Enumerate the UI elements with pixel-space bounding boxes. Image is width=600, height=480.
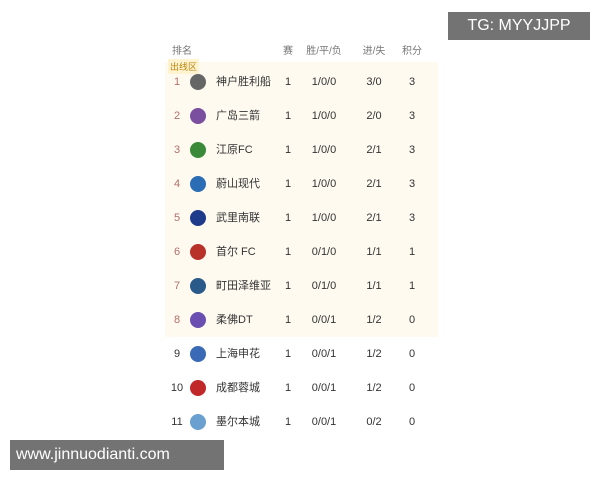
team-name: 町田泽维亚 bbox=[216, 280, 271, 292]
table-row[interactable]: 7 町田泽维亚 1 0/1/0 1/1 1 bbox=[0, 276, 600, 296]
points: 0 bbox=[408, 348, 416, 360]
points: 1 bbox=[408, 280, 416, 292]
team-name: 广岛三箭 bbox=[216, 110, 260, 122]
qualification-zone bbox=[165, 62, 438, 337]
rank: 11 bbox=[171, 416, 183, 428]
win-draw-loss: 1/0/0 bbox=[311, 76, 337, 88]
table-row[interactable]: 10 成都蓉城 1 0/0/1 1/2 0 bbox=[0, 378, 600, 398]
header-points: 积分 bbox=[402, 46, 422, 57]
win-draw-loss: 0/1/0 bbox=[311, 246, 337, 258]
played: 1 bbox=[284, 382, 292, 394]
team-name: 武里南联 bbox=[216, 212, 260, 224]
points: 1 bbox=[408, 246, 416, 258]
played: 1 bbox=[284, 212, 292, 224]
rank: 10 bbox=[170, 382, 184, 394]
table-row[interactable]: 4 蔚山现代 1 1/0/0 2/1 3 bbox=[0, 174, 600, 194]
rank: 5 bbox=[173, 212, 181, 224]
team-logo-icon bbox=[190, 312, 206, 328]
goals: 1/2 bbox=[366, 382, 382, 394]
win-draw-loss: 0/0/1 bbox=[311, 314, 337, 326]
points: 3 bbox=[408, 178, 416, 190]
win-draw-loss: 1/0/0 bbox=[311, 212, 337, 224]
zone-label: 出线区 bbox=[168, 59, 200, 74]
team-logo-icon bbox=[190, 244, 206, 260]
rank: 2 bbox=[173, 110, 181, 122]
goals: 3/0 bbox=[366, 76, 382, 88]
watermark-top: TG: MYYJJPP bbox=[448, 12, 590, 40]
table-row[interactable]: 1 神户胜利船 1 1/0/0 3/0 3 bbox=[0, 72, 600, 92]
rank: 6 bbox=[173, 246, 181, 258]
played: 1 bbox=[284, 416, 292, 428]
played: 1 bbox=[284, 348, 292, 360]
win-draw-loss: 0/0/1 bbox=[311, 348, 337, 360]
team-logo-icon bbox=[190, 346, 206, 362]
team-logo-icon bbox=[190, 414, 206, 430]
rank: 1 bbox=[173, 76, 181, 88]
team-logo-icon bbox=[190, 74, 206, 90]
played: 1 bbox=[284, 178, 292, 190]
rank: 9 bbox=[173, 348, 181, 360]
points: 3 bbox=[408, 212, 416, 224]
table-row[interactable]: 8 柔佛DT 1 0/0/1 1/2 0 bbox=[0, 310, 600, 330]
goals: 2/1 bbox=[366, 178, 382, 190]
team-name: 柔佛DT bbox=[216, 314, 253, 326]
points: 3 bbox=[408, 76, 416, 88]
points: 3 bbox=[408, 144, 416, 156]
points: 3 bbox=[408, 110, 416, 122]
played: 1 bbox=[284, 76, 292, 88]
team-name: 神户胜利船 bbox=[216, 76, 271, 88]
team-logo-icon bbox=[190, 108, 206, 124]
win-draw-loss: 0/1/0 bbox=[311, 280, 337, 292]
team-name: 墨尔本城 bbox=[216, 416, 260, 428]
goals: 2/1 bbox=[366, 144, 382, 156]
team-logo-icon bbox=[190, 176, 206, 192]
team-logo-icon bbox=[190, 278, 206, 294]
rank: 3 bbox=[173, 144, 181, 156]
win-draw-loss: 1/0/0 bbox=[311, 110, 337, 122]
rank: 8 bbox=[173, 314, 181, 326]
rank: 7 bbox=[173, 280, 181, 292]
team-logo-icon bbox=[190, 380, 206, 396]
goals: 1/1 bbox=[366, 246, 382, 258]
points: 0 bbox=[408, 314, 416, 326]
team-logo-icon bbox=[190, 142, 206, 158]
header-goals: 进/失 bbox=[362, 46, 386, 57]
team-name: 蔚山现代 bbox=[216, 178, 260, 190]
points: 0 bbox=[408, 416, 416, 428]
points: 0 bbox=[408, 382, 416, 394]
table-row[interactable]: 2 广岛三箭 1 1/0/0 2/0 3 bbox=[0, 106, 600, 126]
played: 1 bbox=[284, 110, 292, 122]
win-draw-loss: 1/0/0 bbox=[311, 178, 337, 190]
header-rank: 排名 bbox=[172, 46, 192, 57]
table-row[interactable]: 6 首尔 FC 1 0/1/0 1/1 1 bbox=[0, 242, 600, 262]
rank: 4 bbox=[173, 178, 181, 190]
goals: 0/2 bbox=[366, 416, 382, 428]
table-row[interactable]: 5 武里南联 1 1/0/0 2/1 3 bbox=[0, 208, 600, 228]
table-row[interactable]: 11 墨尔本城 1 0/0/1 0/2 0 bbox=[0, 412, 600, 432]
team-logo-icon bbox=[190, 210, 206, 226]
win-draw-loss: 0/0/1 bbox=[311, 382, 337, 394]
team-name: 江原FC bbox=[216, 144, 253, 156]
played: 1 bbox=[284, 144, 292, 156]
win-draw-loss: 1/0/0 bbox=[311, 144, 337, 156]
table-header: 排名 赛 胜/平/负 进/失 积分 bbox=[0, 42, 600, 58]
win-draw-loss: 0/0/1 bbox=[311, 416, 337, 428]
goals: 1/1 bbox=[366, 280, 382, 292]
goals: 1/2 bbox=[366, 314, 382, 326]
watermark-bottom: www.jinnuodianti.com bbox=[10, 440, 224, 470]
header-wdl: 胜/平/负 bbox=[306, 46, 342, 57]
played: 1 bbox=[284, 314, 292, 326]
played: 1 bbox=[284, 280, 292, 292]
played: 1 bbox=[284, 246, 292, 258]
table-row[interactable]: 9 上海申花 1 0/0/1 1/2 0 bbox=[0, 344, 600, 364]
team-name: 首尔 FC bbox=[216, 246, 256, 258]
team-name: 成都蓉城 bbox=[216, 382, 260, 394]
goals: 1/2 bbox=[366, 348, 382, 360]
table-row[interactable]: 3 江原FC 1 1/0/0 2/1 3 bbox=[0, 140, 600, 160]
team-name: 上海申花 bbox=[216, 348, 260, 360]
goals: 2/0 bbox=[366, 110, 382, 122]
goals: 2/1 bbox=[366, 212, 382, 224]
header-played: 赛 bbox=[283, 46, 293, 57]
